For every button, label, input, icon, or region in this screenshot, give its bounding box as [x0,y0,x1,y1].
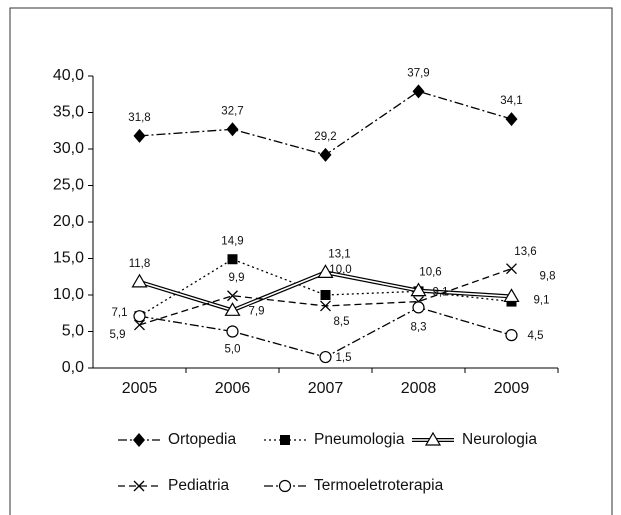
y-tick-label: 25,0 [53,177,84,194]
marker [227,290,238,302]
marker [505,329,518,342]
y-tick-label: 20,0 [53,213,84,230]
data-label: 9,1 [534,295,550,307]
x-tick-label: 2008 [401,380,437,397]
data-label: 10,6 [419,267,441,279]
x-tick-label: 2009 [494,380,530,397]
frame [9,7,613,515]
legend-item: Pediatria [118,477,230,494]
series-line [139,90,512,156]
data-label: 4,5 [528,330,544,342]
marker [226,325,239,338]
x-tick-label: 2007 [308,380,344,397]
data-label: 7,9 [249,305,265,317]
marker [227,254,238,265]
y-tick-label: 35,0 [53,104,84,121]
legend-label: Pneumologia [314,431,405,448]
marker [224,302,241,316]
x-tick-label: 2006 [215,380,251,397]
series [133,84,518,162]
data-label: 34,1 [500,95,522,107]
legend-item: Termoeletroterapia [264,477,444,494]
data-label: 31,8 [128,112,150,124]
data-label: 11,8 [129,258,151,270]
data-label: 9,9 [229,272,245,284]
marker [319,350,332,364]
marker [505,112,518,127]
legend-label: Ortopedia [168,431,236,448]
marker [424,431,442,446]
y-tick-label: 0,0 [62,359,84,376]
data-label: 8,5 [334,316,350,328]
data-label: 1,5 [336,352,352,364]
data-label: 32,7 [221,105,243,117]
data-label: 7,1 [112,307,128,319]
y-tick-label: 40,0 [53,67,84,84]
marker [320,290,331,300]
marker [320,300,331,312]
y-tick-label: 30,0 [53,140,84,157]
marker [133,433,145,447]
marker [319,147,332,162]
data-label: 5,9 [110,329,126,341]
marker [133,480,145,492]
marker [317,264,334,278]
marker [133,128,146,143]
marker [131,273,148,288]
data-label: 37,9 [407,67,429,79]
series [133,301,518,364]
data-label: 8,3 [411,321,427,333]
marker [410,282,427,297]
data-label: 14,9 [221,235,243,247]
marker [412,301,425,314]
y-tick-label: 10,0 [53,286,84,303]
y-tick-label: 15,0 [53,250,84,267]
marker [133,310,146,323]
data-label: 9,8 [540,270,556,282]
series-line [139,306,512,358]
marker [280,435,290,445]
data-label: 10,0 [329,264,351,276]
legend-label: Termoeletroterapia [314,477,444,494]
data-label: 13,1 [328,248,350,260]
series [131,264,520,316]
marker [278,479,292,493]
legend-label: Neurologia [462,431,537,448]
data-label: 29,2 [314,131,336,143]
data-label: 13,6 [514,246,536,258]
marker [134,319,145,331]
x-tick-label: 2005 [122,380,158,397]
legend-item: Pneumologia [264,431,405,448]
marker [226,122,239,137]
legend-item: Neurologia [412,431,537,448]
marker [506,263,517,275]
y-tick-label: 5,0 [62,323,84,340]
legend-item: Ortopedia [118,431,236,448]
data-label: 5,0 [225,344,241,356]
data-label: 9,1 [433,287,449,299]
marker [412,84,425,99]
marker [503,288,520,303]
legend-label: Pediatria [168,477,230,494]
